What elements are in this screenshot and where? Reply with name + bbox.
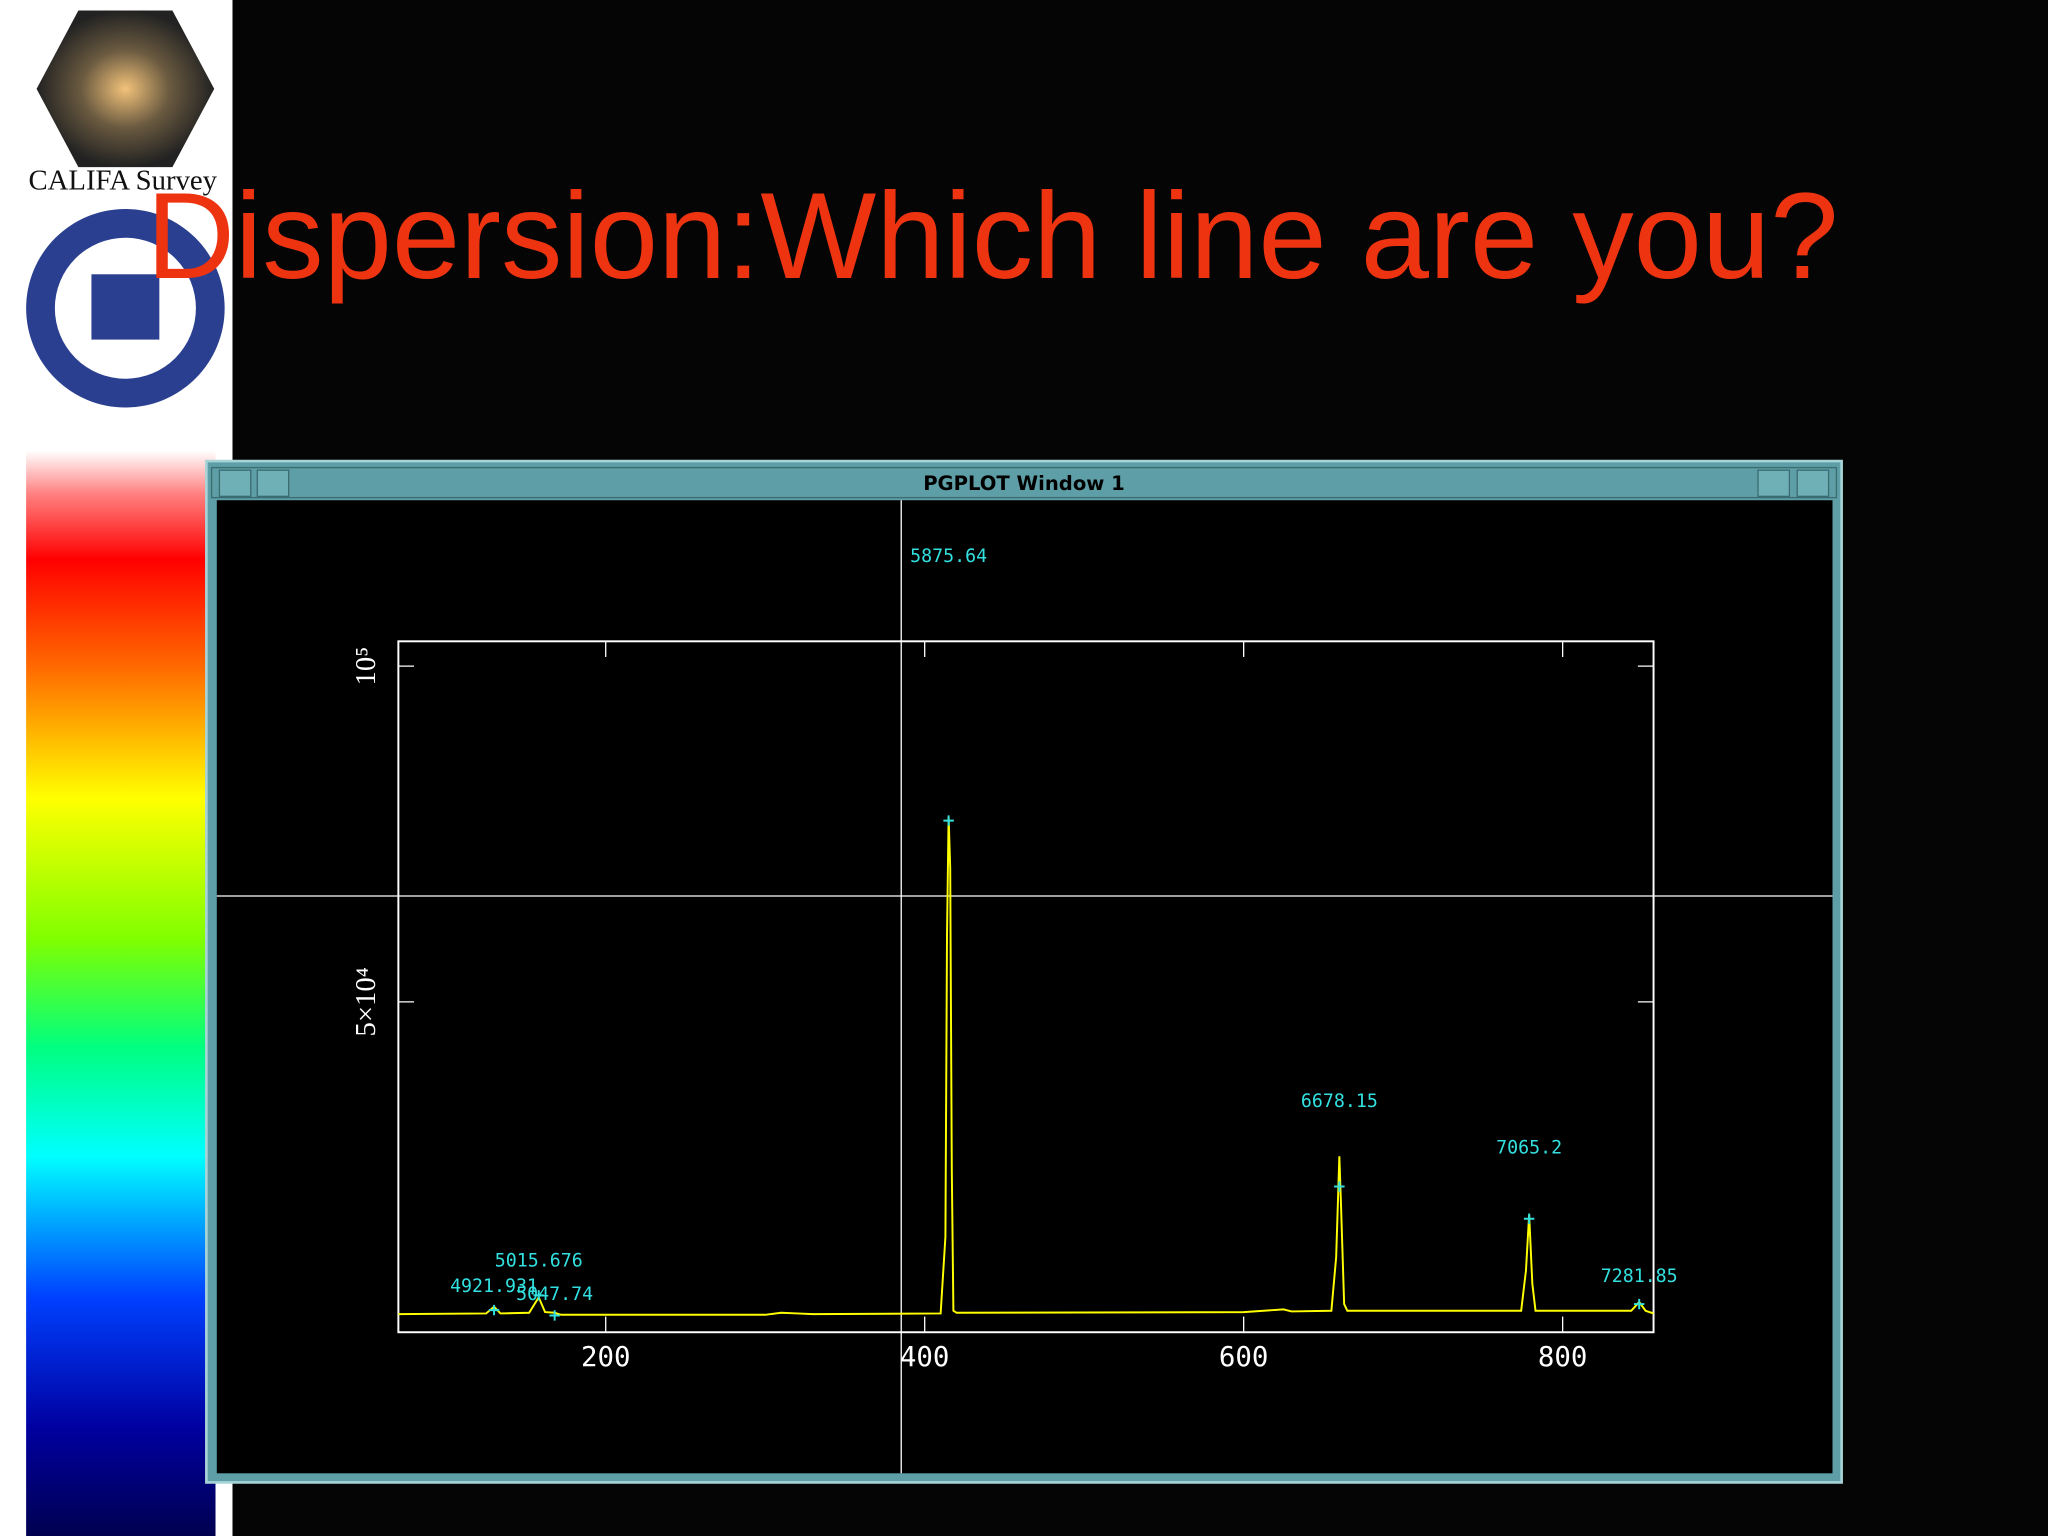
y-tick-label: 10⁵ — [350, 647, 382, 686]
iconify-button[interactable] — [1757, 469, 1791, 497]
line-marker — [488, 1304, 500, 1316]
maximize-button[interactable] — [1796, 469, 1830, 497]
line-marker — [1633, 1298, 1645, 1310]
x-tick-label: 200 — [581, 1342, 631, 1373]
line-label: 7281.85 — [1601, 1266, 1678, 1287]
observatory-logo-building — [91, 274, 160, 340]
plot-area — [216, 500, 1833, 1474]
line-marker — [1523, 1213, 1535, 1224]
minimize-button[interactable] — [218, 469, 252, 497]
line-marker — [1334, 1181, 1345, 1192]
line-marker — [549, 1310, 560, 1321]
color-bar — [26, 450, 216, 1536]
line-label: 5875.64 — [910, 546, 987, 567]
line-label: 7065.2 — [1496, 1137, 1562, 1158]
window-title: PGPLOT Window 1 — [923, 472, 1125, 495]
spectrum-line — [398, 816, 1654, 1316]
califa-logo — [36, 10, 215, 168]
x-tick-label: 600 — [1219, 1342, 1269, 1373]
plot: 200 400 600 800 5×10⁴ 10⁵ 4921.931 5015.676 5047… — [350, 546, 1678, 1373]
line-marker — [533, 1290, 544, 1301]
axes-box — [397, 640, 1655, 1334]
line-label: 6678.15 — [1301, 1091, 1378, 1112]
x-tick-label: 400 — [900, 1342, 950, 1373]
line-label: 5015.676 — [495, 1251, 583, 1272]
line-marker — [943, 815, 954, 826]
line-label: 5047.74 — [516, 1284, 593, 1305]
logo-text: CALIFA Survey — [29, 164, 218, 196]
menu-button[interactable] — [256, 469, 290, 497]
window-titlebar[interactable] — [210, 466, 1838, 499]
y-tick-label: 5×10⁴ — [350, 967, 382, 1036]
slide-title: Dispersion:Which line are you? — [146, 168, 1838, 305]
x-tick-label: 800 — [1538, 1342, 1588, 1373]
line-label: 4921.931 — [450, 1276, 538, 1297]
